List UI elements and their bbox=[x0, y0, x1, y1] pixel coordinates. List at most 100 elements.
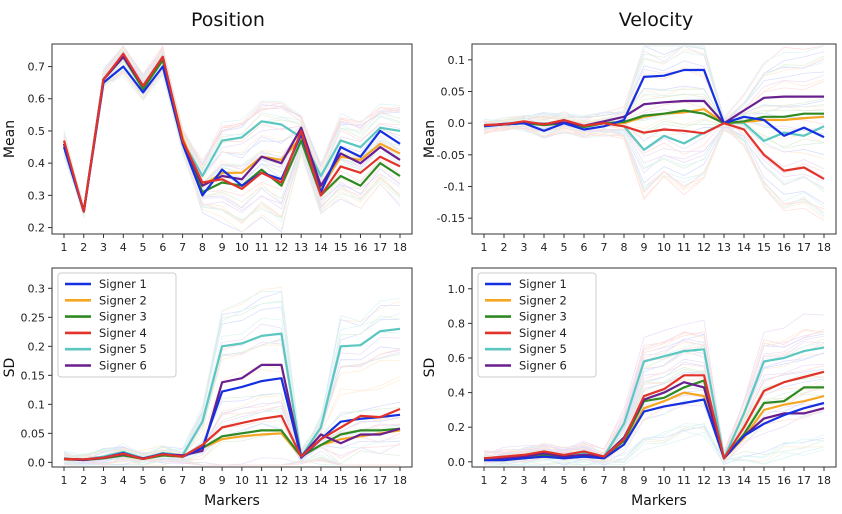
x-tick-label: 15 bbox=[757, 241, 771, 254]
background-trace bbox=[483, 93, 825, 126]
legend-label: Signer 2 bbox=[99, 293, 147, 307]
background-trace bbox=[483, 427, 825, 466]
background-trace bbox=[63, 50, 401, 210]
background-trace bbox=[63, 45, 401, 209]
series-line-signer-4 bbox=[483, 118, 825, 180]
background-trace bbox=[63, 69, 401, 221]
background-trace bbox=[483, 340, 825, 458]
background-trace bbox=[484, 430, 825, 466]
legend-label: Signer 3 bbox=[519, 310, 567, 324]
x-tick-label: 17 bbox=[373, 241, 387, 254]
x-tick-label: 15 bbox=[334, 474, 348, 487]
xlabel-velocity-sd: Markers bbox=[631, 493, 687, 509]
legend-label: Signer 5 bbox=[99, 342, 147, 356]
legend: Signer 1 Signer 2 Signer 3 Signer 4 Signer 5… bbox=[477, 272, 597, 378]
x-tick-label: 15 bbox=[757, 474, 771, 487]
background-trace bbox=[63, 408, 401, 464]
background-trace bbox=[63, 45, 401, 207]
chart-panel-velocity-mean: -0.15-0.1-0.050.00.050.11 2 3 4 5 6 7 8 9 10 11 12 1… bbox=[422, 43, 837, 254]
background-trace bbox=[63, 338, 401, 460]
y-tick-label: 0.2 bbox=[448, 421, 466, 434]
series-line-signer-1 bbox=[62, 65, 401, 213]
x-tick-label: 8 bbox=[199, 474, 206, 487]
x-tick-label: 10 bbox=[657, 474, 671, 487]
chart-panel-position-sd: 0.00.050.10.150.20.250.31 2 3 4 5 6 7 8 9 10 11 12 1… bbox=[2, 267, 413, 487]
x-tick-label: 5 bbox=[140, 241, 147, 254]
background-trace bbox=[63, 56, 401, 210]
x-tick-label: 5 bbox=[140, 474, 147, 487]
background-trace bbox=[63, 45, 401, 209]
background-trace bbox=[63, 400, 401, 463]
xlabel-position-sd: Markers bbox=[204, 493, 260, 509]
y-tick-label: 0.0 bbox=[448, 456, 466, 469]
legend-label: Signer 3 bbox=[99, 310, 147, 324]
background-trace bbox=[483, 333, 825, 456]
x-tick-label: 4 bbox=[120, 241, 127, 254]
x-tick-label: 9 bbox=[641, 474, 648, 487]
x-tick-label: 18 bbox=[817, 474, 831, 487]
x-tick-label: 6 bbox=[581, 474, 588, 487]
x-tick-label: 12 bbox=[274, 241, 288, 254]
x-tick-label: 2 bbox=[501, 474, 508, 487]
background-trace bbox=[63, 67, 401, 224]
x-tick-label: 6 bbox=[159, 241, 166, 254]
background-trace bbox=[63, 333, 401, 459]
background-trace bbox=[483, 45, 825, 123]
y-tick-label: 0.4 bbox=[448, 387, 466, 400]
background-trace bbox=[483, 124, 825, 204]
background-trace bbox=[483, 45, 825, 125]
background-trace bbox=[483, 126, 825, 215]
background-trace bbox=[63, 339, 401, 461]
y-tick-label: -0.15 bbox=[437, 212, 465, 225]
x-tick-label: 5 bbox=[561, 474, 568, 487]
y-tick-label: 0.2 bbox=[28, 222, 46, 235]
y-tick-label: 0.5 bbox=[28, 125, 46, 138]
legend: Signer 1 Signer 2 Signer 3 Signer 4 Signer 5… bbox=[57, 272, 177, 378]
x-tick-label: 7 bbox=[601, 474, 608, 487]
background-trace bbox=[63, 344, 401, 461]
x-tick-label: 13 bbox=[294, 474, 308, 487]
y-tick-label: 0.6 bbox=[448, 352, 466, 365]
x-tick-label: 14 bbox=[737, 241, 751, 254]
y-tick-label: -0.1 bbox=[444, 181, 465, 194]
background-trace bbox=[483, 67, 825, 125]
background-trace bbox=[63, 458, 400, 466]
background-trace bbox=[483, 60, 825, 125]
background-trace bbox=[483, 398, 825, 465]
x-tick-label: 7 bbox=[601, 241, 608, 254]
background-trace bbox=[483, 351, 825, 461]
y-tick-label: 0.25 bbox=[21, 311, 46, 324]
y-tick-label: 0.1 bbox=[448, 54, 466, 67]
background-trace bbox=[63, 459, 400, 466]
background-trace bbox=[483, 425, 825, 466]
background-trace bbox=[63, 68, 401, 222]
y-tick-label: 0.2 bbox=[28, 340, 46, 353]
y-tick-label: 1.0 bbox=[448, 283, 466, 296]
background-trace bbox=[483, 45, 825, 124]
series-line-signer-4 bbox=[483, 370, 825, 460]
x-tick-label: 6 bbox=[159, 474, 166, 487]
background-trace bbox=[63, 459, 400, 466]
x-tick-label: 10 bbox=[657, 241, 671, 254]
x-tick-label: 9 bbox=[641, 241, 648, 254]
legend-label: Signer 4 bbox=[519, 326, 567, 340]
background-trace bbox=[63, 306, 401, 459]
y-tick-label: 0.4 bbox=[28, 157, 46, 170]
y-tick-label: 0.8 bbox=[448, 317, 466, 330]
background-trace bbox=[483, 126, 825, 210]
background-trace bbox=[483, 363, 825, 461]
background-trace bbox=[63, 300, 401, 459]
x-tick-label: 13 bbox=[717, 241, 731, 254]
axes-frame bbox=[471, 267, 837, 468]
col-title-velocity: Velocity bbox=[619, 9, 694, 31]
background-trace bbox=[483, 328, 825, 458]
background-trace bbox=[484, 124, 825, 217]
background-trace bbox=[63, 59, 401, 211]
x-tick-label: 3 bbox=[100, 241, 107, 254]
background-trace bbox=[483, 123, 825, 177]
background-trace bbox=[63, 70, 401, 214]
x-tick-label: 14 bbox=[737, 474, 751, 487]
x-tick-label: 17 bbox=[797, 241, 811, 254]
background-trace bbox=[63, 45, 401, 210]
x-tick-label: 16 bbox=[777, 241, 791, 254]
